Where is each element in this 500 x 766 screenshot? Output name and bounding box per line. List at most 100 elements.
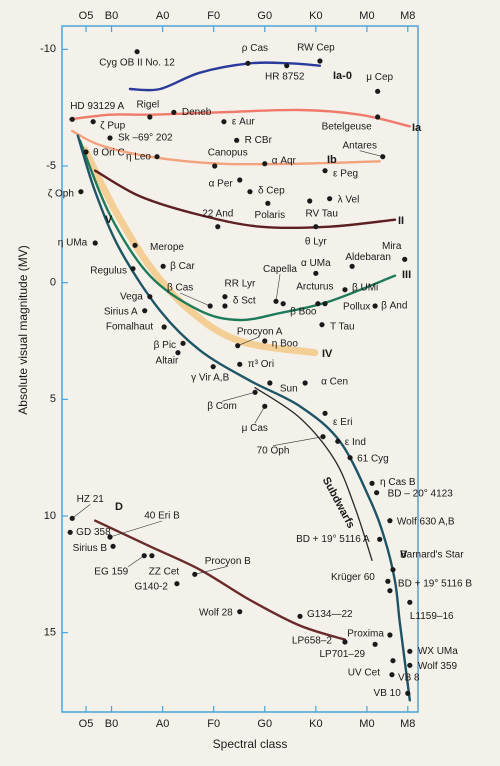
leader-line <box>72 504 91 519</box>
star <box>252 389 258 395</box>
star-label: ε Ind <box>345 437 366 448</box>
star-label: η Cas B <box>380 477 416 488</box>
star <box>180 340 186 346</box>
star <box>174 581 180 587</box>
star-label: R CBr <box>245 135 273 146</box>
star <box>237 177 243 183</box>
luminosity-curve <box>254 387 373 561</box>
star-label: η Leo <box>126 151 151 162</box>
star-label: ZZ Cet <box>149 566 180 577</box>
star-label: β UMi <box>352 282 378 293</box>
star-label: BD + 19° 5116 A <box>296 534 370 545</box>
luminosity-curve <box>68 108 412 128</box>
star <box>387 588 393 594</box>
star-label: Procyon A <box>237 326 283 337</box>
star-label: BD – 20° 4123 <box>388 488 454 499</box>
y-tick-label: -10 <box>40 43 56 55</box>
star <box>107 534 113 540</box>
star <box>147 294 153 300</box>
star <box>380 154 386 160</box>
star-label: Arcturus <box>296 281 333 292</box>
star-label: η Boo <box>272 339 299 350</box>
luminosity-curve <box>81 146 319 357</box>
x-tick-label-bottom: B0 <box>105 718 118 730</box>
star-label: Sirius B <box>73 543 108 554</box>
star-label: VB 10 <box>374 688 402 699</box>
star <box>374 490 380 496</box>
star <box>90 119 96 125</box>
star <box>347 455 353 461</box>
curve-label: Ia-0 <box>333 70 352 82</box>
star <box>390 658 396 664</box>
star-label: λ Vel <box>338 194 360 205</box>
x-tick-label-top: G0 <box>257 10 272 22</box>
star-label: L1159–16 <box>410 611 454 622</box>
star-label: Antares <box>343 140 377 151</box>
star <box>141 553 147 559</box>
star-label: LP701–29 <box>319 649 365 660</box>
star <box>385 578 391 584</box>
star <box>267 380 273 386</box>
star <box>67 529 73 535</box>
star <box>110 543 116 549</box>
star <box>221 119 227 125</box>
star <box>237 609 243 615</box>
star <box>342 639 348 645</box>
x-tick-label-top: K0 <box>309 10 322 22</box>
star <box>315 301 321 307</box>
star-label: Vega <box>120 291 143 302</box>
star-label: α UMa <box>301 258 331 269</box>
star-label: ρ Cas <box>242 43 268 54</box>
x-tick-label-bottom: O5 <box>79 718 94 730</box>
star-label: Deneb <box>182 107 212 118</box>
star-label: θ Ori C <box>93 148 125 159</box>
star <box>262 161 268 167</box>
x-tick-label-bottom: M8 <box>400 718 415 730</box>
star-label: Procyon B <box>205 556 251 567</box>
luminosity-curve <box>128 61 322 92</box>
star <box>130 266 136 272</box>
star-label: Pollux <box>343 301 370 312</box>
star-label: β Cas <box>167 283 193 294</box>
star-label: GD 358 <box>76 527 111 538</box>
star <box>317 58 323 64</box>
star <box>83 149 89 155</box>
star-label: Betelgeuse <box>322 122 372 133</box>
leader-line <box>272 436 324 446</box>
y-tick-label: 15 <box>44 627 56 639</box>
star <box>235 343 241 349</box>
luminosity-curve <box>76 134 412 702</box>
luminosity-curve <box>78 139 397 322</box>
star-label: Sun <box>280 384 298 395</box>
star <box>215 224 221 230</box>
star <box>160 263 166 269</box>
luminosity-curve <box>71 129 381 166</box>
star <box>375 114 381 120</box>
leader-line <box>221 392 256 402</box>
star <box>390 567 396 573</box>
star-label: EG 159 <box>94 566 128 577</box>
star <box>322 301 328 307</box>
star-label: HD 93129 A <box>70 101 124 112</box>
star-label: 70 Oph <box>257 445 290 456</box>
leader-line <box>359 150 383 157</box>
star <box>313 270 319 276</box>
star-label: 61 Cyg <box>357 453 389 464</box>
star-label: Altair <box>156 355 179 366</box>
star-label: δ Cep <box>258 185 285 196</box>
star <box>320 434 326 440</box>
star-label: Capella <box>263 264 297 275</box>
star <box>402 256 408 262</box>
star <box>149 553 155 559</box>
star-label: δ Sct <box>233 296 256 307</box>
leader-line <box>180 292 211 307</box>
luminosity-curve <box>93 169 397 230</box>
star-label: π³ Ori <box>248 359 274 370</box>
x-tick-label-bottom: M0 <box>359 718 374 730</box>
plot-frame <box>61 25 419 713</box>
curve-label: IV <box>322 348 333 360</box>
star-label: G134—22 <box>307 609 353 620</box>
leader-line <box>254 406 266 424</box>
